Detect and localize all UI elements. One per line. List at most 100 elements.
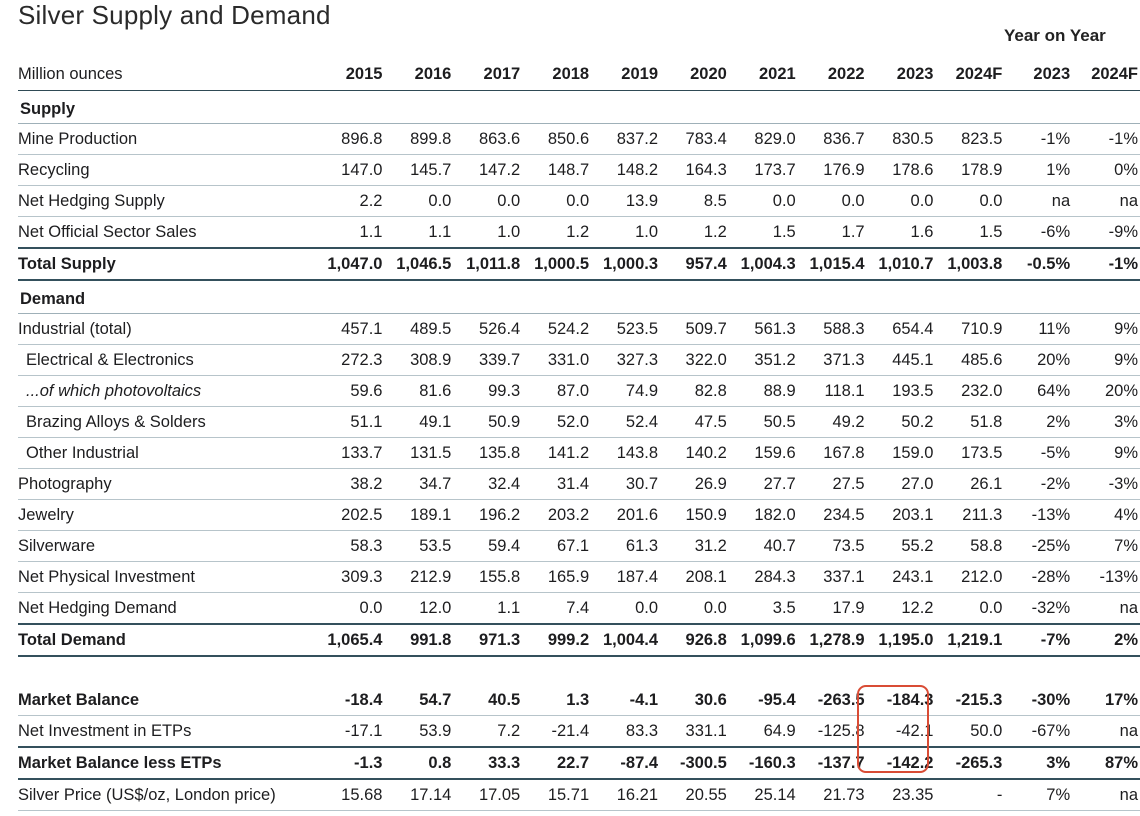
section-label: Demand xyxy=(18,280,1140,314)
yoy-cell: -67% xyxy=(1004,715,1073,748)
value-cell: 55.2 xyxy=(866,530,936,562)
value-cell: 50.2 xyxy=(866,406,936,438)
value-cell: 17.14 xyxy=(384,779,454,811)
row-label: Total Demand xyxy=(18,623,316,657)
value-cell: 0.0 xyxy=(728,185,798,217)
value-cell: 999.2 xyxy=(522,623,592,657)
row-label: Brazing Alloys & Solders xyxy=(18,406,316,438)
value-cell: 212.9 xyxy=(384,561,454,593)
value-cell: 1,011.8 xyxy=(453,247,523,281)
value-cell: 1,004.3 xyxy=(728,247,798,281)
value-cell: 1,000.5 xyxy=(522,247,592,281)
value-cell: 53.9 xyxy=(384,715,454,748)
value-cell: 203.2 xyxy=(522,499,592,531)
row-label: Silverware xyxy=(18,530,316,562)
value-cell: -4.1 xyxy=(591,685,661,716)
value-cell: 26.1 xyxy=(935,468,1005,500)
value-cell: 1,278.9 xyxy=(797,623,867,657)
value-cell: -263.5 xyxy=(797,685,867,716)
row-label: Net Investment in ETPs xyxy=(18,715,316,748)
value-cell: 133.7 xyxy=(315,437,385,469)
value-cell: 182.0 xyxy=(728,499,798,531)
table-row: Net Physical Investment 309.3 212.9 155.8 16… xyxy=(18,561,1140,593)
yoy-cell: 2% xyxy=(1072,623,1140,657)
value-cell: 1,015.4 xyxy=(797,247,867,281)
value-cell: 148.7 xyxy=(522,154,592,186)
value-cell: -87.4 xyxy=(591,746,661,780)
value-cell: 58.8 xyxy=(935,530,1005,562)
value-cell: 1,003.8 xyxy=(935,247,1005,281)
value-cell: 457.1 xyxy=(315,313,385,345)
value-cell: 829.0 xyxy=(728,123,798,155)
yoy-cell: 11% xyxy=(1004,313,1073,345)
value-cell: 0.0 xyxy=(660,592,729,625)
row-label: Total Supply xyxy=(18,247,316,281)
value-cell: 339.7 xyxy=(453,344,523,376)
value-cell: 50.0 xyxy=(935,715,1005,748)
spacer-cell xyxy=(18,656,1140,685)
value-cell: 337.1 xyxy=(797,561,867,593)
value-cell: 212.0 xyxy=(935,561,1005,593)
row-label: ...of which photovoltaics xyxy=(18,375,316,407)
value-cell: 32.4 xyxy=(453,468,523,500)
value-cell: 88.9 xyxy=(728,375,798,407)
value-cell: -137.7 xyxy=(797,746,867,780)
value-cell: 654.4 xyxy=(866,313,936,345)
value-cell: 1.5 xyxy=(935,216,1005,249)
value-cell: 2.2 xyxy=(315,185,385,217)
yoy-cell: -6% xyxy=(1004,216,1073,249)
header-row: Million ounces 2015 2016 2017 2018 2019 2020 2… xyxy=(18,58,1140,91)
value-cell: 588.3 xyxy=(797,313,867,345)
row-label: Mine Production xyxy=(18,123,316,155)
yoy-cell: 20% xyxy=(1004,344,1073,376)
value-cell: 52.0 xyxy=(522,406,592,438)
value-cell: 3.5 xyxy=(728,592,798,625)
value-cell: -184.3 xyxy=(866,685,936,716)
table-row: Total Supply 1,047.0 1,046.5 1,011.8 1,000.5… xyxy=(18,247,1140,281)
year-header: 2019 xyxy=(591,58,661,91)
value-cell: 34.7 xyxy=(384,468,454,500)
table-row: Silver Price (US$/oz, London price) 15.68… xyxy=(18,779,1140,811)
value-cell: -160.3 xyxy=(728,746,798,780)
value-cell: 0.8 xyxy=(384,746,454,780)
value-cell: 178.6 xyxy=(866,154,936,186)
row-label: Silver Price (US$/oz, London price) xyxy=(18,779,316,811)
yoy-cell: na xyxy=(1072,592,1140,625)
value-cell: 31.2 xyxy=(660,530,729,562)
value-cell: 211.3 xyxy=(935,499,1005,531)
value-cell: 27.0 xyxy=(866,468,936,500)
value-cell: 189.1 xyxy=(384,499,454,531)
yoy-cell: 7% xyxy=(1004,779,1073,811)
value-cell: 173.5 xyxy=(935,437,1005,469)
yoy-cell: 87% xyxy=(1072,746,1140,780)
value-cell: 309.3 xyxy=(315,561,385,593)
yoy-cell: -28% xyxy=(1004,561,1073,593)
value-cell: 49.1 xyxy=(384,406,454,438)
value-cell: 524.2 xyxy=(522,313,592,345)
silver-supply-demand-table: Million ounces 2015 2016 2017 2018 2019 2020 2… xyxy=(18,58,1140,811)
value-cell: 0.0 xyxy=(591,592,661,625)
section-label: Supply xyxy=(18,90,1140,124)
value-cell: 15.71 xyxy=(522,779,592,811)
value-cell: 1.1 xyxy=(384,216,454,249)
value-cell: 783.4 xyxy=(660,123,729,155)
value-cell: 25.14 xyxy=(728,779,798,811)
table-row: Net Investment in ETPs -17.1 53.9 7.2 -21.4 8… xyxy=(18,715,1140,748)
value-cell: 322.0 xyxy=(660,344,729,376)
value-cell: 1.6 xyxy=(866,216,936,249)
year-header: 2022 xyxy=(797,58,867,91)
value-cell: -1.3 xyxy=(315,746,385,780)
value-cell: 61.3 xyxy=(591,530,661,562)
value-cell: 243.1 xyxy=(866,561,936,593)
value-cell: 159.6 xyxy=(728,437,798,469)
section-demand: Demand xyxy=(18,280,1140,314)
table-row: Total Demand 1,065.4 991.8 971.3 999.2 1,004.… xyxy=(18,623,1140,657)
value-cell: -95.4 xyxy=(728,685,798,716)
value-cell: 148.2 xyxy=(591,154,661,186)
yoy-cell: -7% xyxy=(1004,623,1073,657)
value-cell: 12.2 xyxy=(866,592,936,625)
value-cell: 8.5 xyxy=(660,185,729,217)
yoy-header: 2023 xyxy=(1004,58,1073,91)
value-cell: 1,047.0 xyxy=(315,247,385,281)
value-cell: 823.5 xyxy=(935,123,1005,155)
